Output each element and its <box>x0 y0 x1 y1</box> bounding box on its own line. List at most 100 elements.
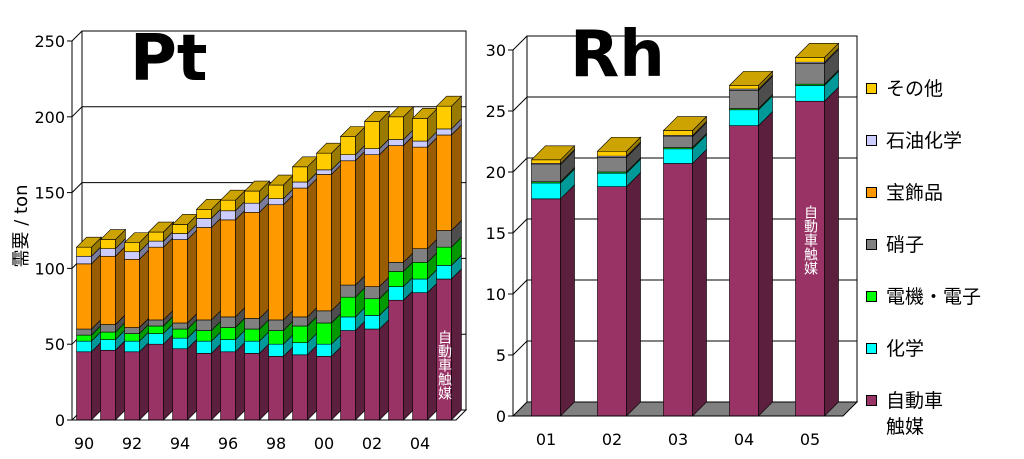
pt-bar-side <box>355 319 366 421</box>
pt-bar-side <box>283 345 294 421</box>
rh-title: Rh <box>570 18 665 92</box>
pt-bar-segment-jewel <box>292 177 318 318</box>
pt-bar-side <box>259 342 270 421</box>
rh-bar-front <box>597 186 627 417</box>
pt-bar-top <box>99 229 127 240</box>
pt-bar-front <box>148 240 164 248</box>
pt-bar-front <box>100 349 116 421</box>
pt-bar-front <box>244 340 260 354</box>
pt-bar-front <box>364 328 380 421</box>
legend-swatch <box>866 395 877 406</box>
pt-bar-front <box>100 339 116 351</box>
legend-label: その他 <box>886 78 944 100</box>
pt-bar-front <box>172 322 188 330</box>
pt-bar-front <box>388 145 404 263</box>
pt-bar-front <box>196 208 212 219</box>
pt-bar-front <box>268 198 284 206</box>
pt-bar-front <box>412 292 428 421</box>
legend-item-chem: 化学 <box>866 336 924 362</box>
legend-item-auto: 自動車 触媒 <box>866 388 943 440</box>
pt-bar-side <box>211 216 222 321</box>
pt-bar-front <box>340 316 356 331</box>
pt-y-tick-label: 0 <box>55 411 65 430</box>
pt-bar-front <box>124 259 140 328</box>
pt-y-tick-label: 100 <box>34 259 65 278</box>
pt-bar-front <box>196 352 212 421</box>
pt-bar-front <box>316 152 332 171</box>
pt-bar-segment-glass <box>364 275 390 300</box>
pt-bar-front <box>196 227 212 321</box>
pt-bar-side <box>307 177 318 318</box>
pt-bar-top <box>387 106 415 118</box>
legend-swatch <box>866 291 877 302</box>
rh-bar-top <box>794 43 840 58</box>
pt-bar-side <box>163 236 174 321</box>
pt-bar-front <box>220 339 236 353</box>
pt-bar-segment-jewel <box>268 194 294 321</box>
rh-bar-segment-auto <box>531 184 575 417</box>
rh-bar-front <box>531 164 561 183</box>
pt-bar-front <box>124 340 140 353</box>
rh-bar-front <box>597 157 627 173</box>
pt-bar-front <box>172 337 188 350</box>
pt-bar-side <box>379 318 390 421</box>
pt-bar-front <box>292 342 308 356</box>
pt-bar-front <box>412 262 428 280</box>
rh-x-tick-label: 04 <box>734 430 754 449</box>
rh-bar-segment-glass <box>531 149 575 183</box>
rh-bar-segment-auto <box>597 171 641 417</box>
rh-bar-front <box>729 85 759 90</box>
rh-bar-segment-glass <box>795 48 839 85</box>
rh-y-tick-label: 30 <box>486 41 506 60</box>
pt-bar-front <box>364 154 380 287</box>
pt-bar-front <box>76 351 92 421</box>
pt-bar-side <box>307 344 318 421</box>
pt-bar-front <box>364 298 380 316</box>
rh-bar-front <box>597 172 627 187</box>
pt-bar-side <box>91 341 102 421</box>
pt-bar-front <box>388 116 404 140</box>
pt-y-tick-label: 250 <box>34 32 65 51</box>
pt-bar-front <box>244 318 260 330</box>
pt-bar-segment-jewel <box>76 253 102 330</box>
pt-bar-side <box>403 134 414 264</box>
pt-bar-front <box>436 265 452 280</box>
pt-bar-front <box>364 286 380 300</box>
pt-bar-top <box>75 236 103 248</box>
pt-bar-segment-auto <box>268 345 294 421</box>
pt-title: Pt <box>130 22 208 96</box>
rh-bar-segment-auto <box>663 148 707 417</box>
pt-bar-front <box>196 319 212 331</box>
pt-bar-segment-auto <box>340 319 366 421</box>
pt-bar-front <box>268 330 284 345</box>
pt-bar-side <box>451 268 462 421</box>
pt-bar-side <box>331 163 342 312</box>
pt-bar-segment-auto <box>172 338 198 421</box>
pt-bar-front <box>196 218 212 228</box>
pt-bar-segment-chem <box>292 331 318 356</box>
rh-bar-side <box>692 148 707 417</box>
pt-bar-side <box>451 124 462 232</box>
pt-bar-segment-auto <box>412 281 438 421</box>
pt-bar-segment-chem <box>76 330 102 353</box>
legend-item-jewel: 宝飾品 <box>866 180 943 206</box>
pt-bar-segment-auto <box>76 341 102 421</box>
pt-bar-segment-auto <box>244 342 270 421</box>
pt-bar-segment-auto <box>292 344 318 421</box>
pt-bar-segment-glass <box>436 219 462 248</box>
pt-bar-front <box>412 146 428 249</box>
pt-bar-front <box>268 343 284 357</box>
rh-bar-front <box>531 182 561 200</box>
pt-bar-front <box>316 310 332 324</box>
pt-x-tick-label: 96 <box>218 434 238 453</box>
rh-gridline <box>512 35 857 51</box>
legend-label: 硝子 <box>886 234 925 256</box>
pt-bar-segment-auto <box>196 342 222 421</box>
pt-y-tick-label: 200 <box>34 108 65 127</box>
rh-bar-front <box>729 125 759 417</box>
pt-bar-front <box>244 190 260 204</box>
pt-bar-front <box>292 187 308 318</box>
pt-bar-front <box>220 351 236 421</box>
rh-bar-top <box>662 116 708 131</box>
